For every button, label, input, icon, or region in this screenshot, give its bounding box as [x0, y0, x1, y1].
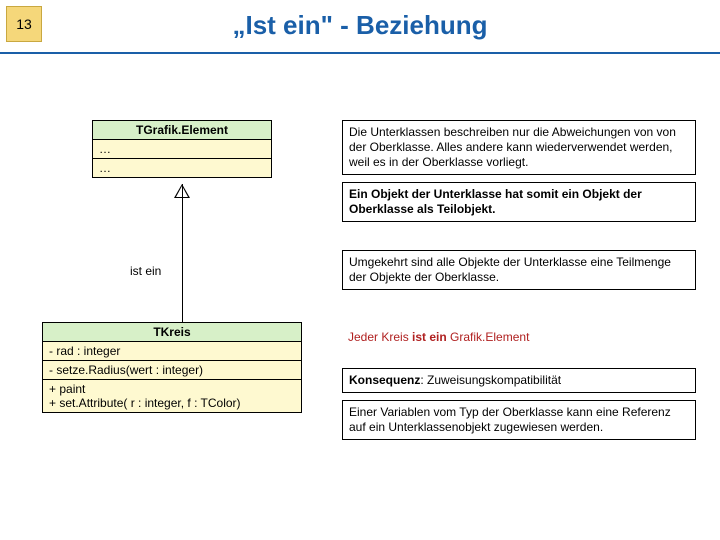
uml-subclass-attr: - rad : integer	[43, 342, 301, 361]
slide-content: TGrafik.Element … … ist ein TKreis - rad…	[0, 54, 720, 540]
inheritance-line	[182, 184, 183, 322]
explain-box-5: Konsequenz: Zuweisungskompatibilität	[342, 368, 696, 393]
uml-superclass-name: TGrafik.Element	[93, 121, 271, 140]
uml-superclass: TGrafik.Element … …	[92, 120, 272, 178]
line4-pre: Jeder Kreis	[348, 330, 412, 344]
uml-superclass-row1: …	[93, 140, 271, 159]
uml-subclass-name: TKreis	[43, 323, 301, 342]
explain-box-3: Umgekehrt sind alle Objekte der Unterkla…	[342, 250, 696, 290]
box5-rest: : Zuweisungskompatibilität	[420, 373, 561, 387]
uml-subclass: TKreis - rad : integer - setze.Radius(we…	[42, 322, 302, 413]
slide-header: 13 „Ist ein" - Beziehung	[0, 0, 720, 54]
slide-title: „Ist ein" - Beziehung	[0, 0, 720, 41]
uml-subclass-op2b: + set.Attribute( r : integer, f : TColor…	[49, 396, 241, 410]
line4-bold: ist ein	[412, 330, 447, 344]
inheritance-label: ist ein	[130, 264, 161, 278]
explain-box-1: Die Unterklassen beschreiben nur die Abw…	[342, 120, 696, 175]
uml-subclass-op1: - setze.Radius(wert : integer)	[43, 361, 301, 380]
uml-superclass-row2: …	[93, 159, 271, 177]
explain-box-2: Ein Objekt der Unterklasse hat somit ein…	[342, 182, 696, 222]
explain-line-4: Jeder Kreis ist ein Grafik.Element	[342, 326, 696, 349]
uml-subclass-op2a: + paint	[49, 382, 85, 396]
page-number: 13	[6, 6, 42, 42]
uml-subclass-op2: + paint + set.Attribute( r : integer, f …	[43, 380, 301, 412]
box5-bold: Konsequenz	[349, 373, 420, 387]
explain-box-6: Einer Variablen vom Typ der Oberklasse k…	[342, 400, 696, 440]
line4-post: Grafik.Element	[447, 330, 530, 344]
